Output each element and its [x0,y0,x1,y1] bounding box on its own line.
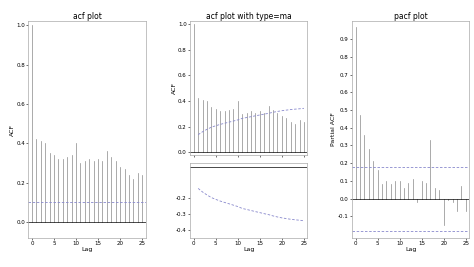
Title: acf plot with type=ma: acf plot with type=ma [206,11,292,21]
X-axis label: Lag: Lag [82,248,93,253]
Y-axis label: ACF: ACF [10,123,15,136]
Title: pacf plot: pacf plot [394,11,428,21]
Y-axis label: Partial ACF: Partial ACF [331,113,337,146]
X-axis label: Lag: Lag [243,248,255,253]
Title: acf plot: acf plot [73,11,101,21]
X-axis label: Lag: Lag [405,248,416,253]
Y-axis label: ACF: ACF [172,82,177,94]
